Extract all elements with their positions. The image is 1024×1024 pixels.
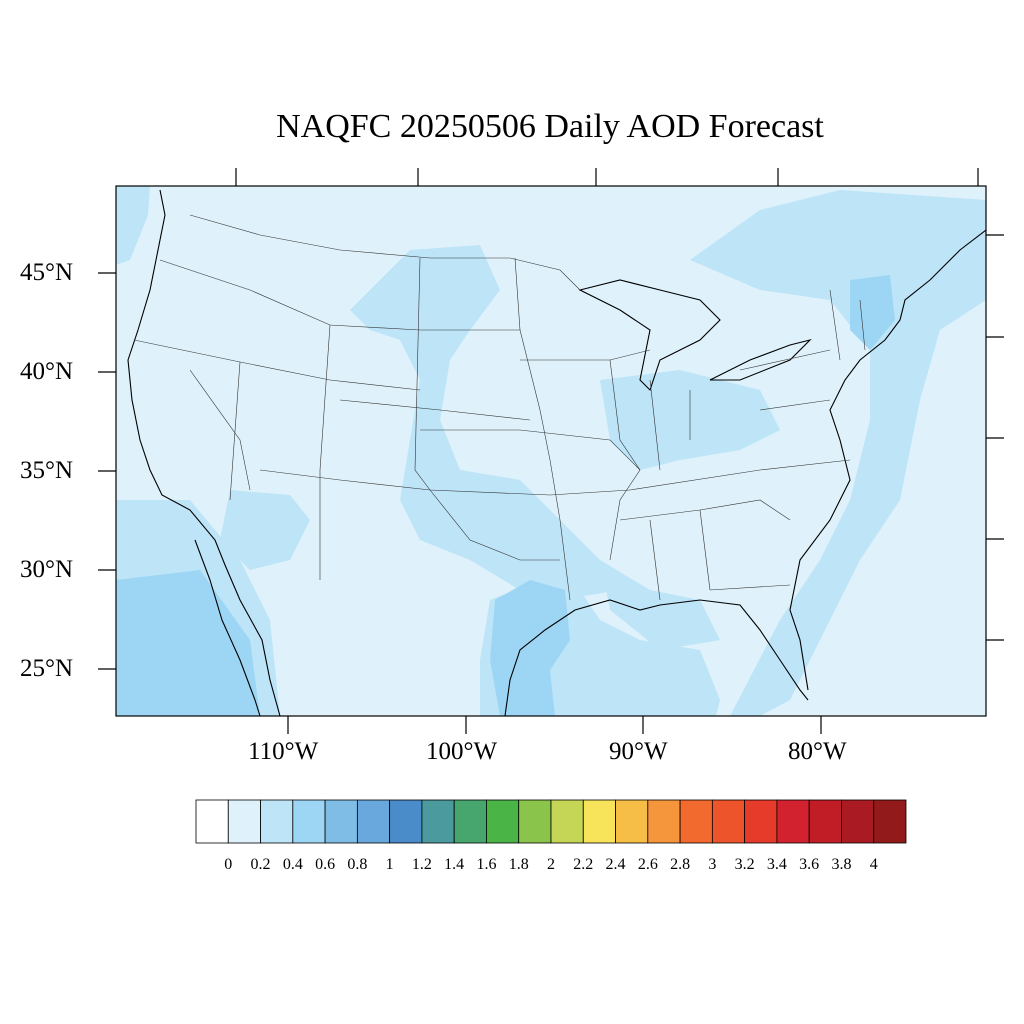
colorbar-swatch-8 — [453, 799, 487, 844]
colorbar-tick-8: 1.6 — [476, 856, 497, 873]
colorbar-tick-0: 0 — [224, 856, 233, 873]
colorbar-swatch-15 — [679, 799, 713, 844]
colorbar-swatch-10 — [518, 799, 552, 844]
colorbar-tick-6: 1.2 — [411, 856, 432, 873]
colorbar-tick-1: 0.2 — [250, 856, 271, 873]
lon-label-90w: 90°W — [609, 738, 668, 765]
colorbar-tick-11: 2.2 — [573, 856, 594, 873]
colorbar-swatch-11 — [550, 799, 584, 844]
lat-label-35: 35°N — [20, 457, 74, 484]
colorbar-swatch-9 — [486, 799, 520, 844]
colorbar-tick-16: 3.2 — [734, 856, 755, 873]
coastline-gulf — [504, 599, 809, 716]
aod-region-atlantic — [690, 190, 986, 716]
colorbar-tick-3: 0.6 — [315, 856, 336, 873]
colorbar-tick-7: 1.4 — [444, 856, 465, 873]
colorbar-tick-20: 4 — [869, 856, 878, 873]
lake-erie — [709, 338, 812, 381]
colorbar-swatch-3 — [292, 799, 326, 844]
map-title: NAQFC 20250506 Daily AOD Forecast — [276, 108, 824, 145]
colorbar-tick-5: 1 — [385, 856, 394, 873]
aod-region-new-england — [850, 275, 895, 350]
colorbar-swatch-0 — [195, 799, 229, 844]
lon-label-80w: 80°W — [788, 738, 847, 765]
colorbar-tick-13: 2.6 — [637, 856, 658, 873]
colorbar-swatch-1 — [227, 799, 261, 844]
colorbar-swatch-14 — [647, 799, 681, 844]
colorbar-tick-17: 3.4 — [766, 856, 787, 873]
coastline-east — [789, 229, 986, 691]
colorbar-swatch-4 — [324, 799, 358, 844]
colorbar-swatch-7 — [421, 799, 455, 844]
colorbar-swatch-20 — [841, 799, 875, 844]
colorbar-tick-12: 2.4 — [605, 856, 626, 873]
map-frame — [115, 185, 987, 717]
colorbar-swatch-16 — [711, 799, 746, 844]
lon-label-110w: 110°W — [248, 738, 319, 765]
colorbar-swatch-17 — [744, 799, 778, 844]
lat-label-25: 25°N — [20, 655, 74, 682]
colorbar-swatch-12 — [582, 799, 616, 844]
colorbar-swatch-5 — [356, 799, 391, 844]
colorbar-swatch-6 — [389, 799, 423, 844]
lat-label-30: 30°N — [20, 556, 74, 583]
colorbar-tick-9: 1.8 — [508, 856, 529, 873]
great-lakes — [578, 279, 721, 392]
colorbar-tick-2: 0.4 — [282, 856, 303, 873]
coastline-west — [127, 189, 281, 716]
colorbar-tick-4: 0.8 — [347, 856, 368, 873]
aod-region-northwest — [116, 186, 150, 265]
lat-label-40: 40°N — [20, 358, 74, 385]
colorbar-tick-15: 3 — [708, 856, 717, 873]
colorbar-swatch-2 — [260, 799, 294, 844]
lat-label-45: 45°N — [20, 259, 74, 286]
colorbar-tick-14: 2.8 — [670, 856, 691, 873]
lon-label-100w: 100°W — [426, 738, 498, 765]
colorbar-swatch-21 — [873, 799, 907, 844]
colorbar-tick-18: 3.6 — [799, 856, 820, 873]
colorbar-swatch-13 — [615, 799, 649, 844]
colorbar-tick-19: 3.8 — [831, 856, 852, 873]
boundary-canada — [189, 214, 581, 291]
aod-region-plains — [350, 245, 620, 600]
aod-region-southwest — [220, 490, 310, 570]
aod-region-pacific-south — [116, 570, 260, 716]
colorbar-tick-10: 2 — [547, 856, 555, 873]
coastline-baja — [194, 539, 261, 716]
colorbar-swatch-19 — [808, 799, 842, 844]
colorbar-swatch-18 — [776, 799, 810, 844]
